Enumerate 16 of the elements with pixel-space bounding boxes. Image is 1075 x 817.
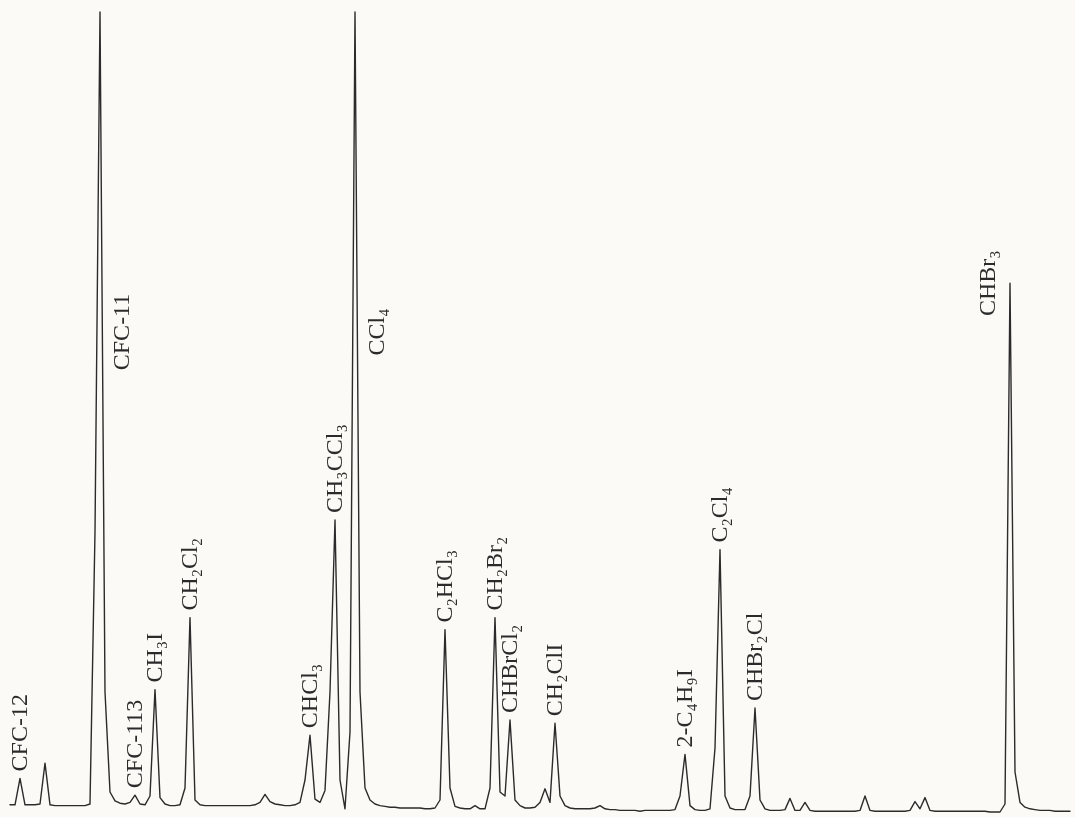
annotation: 2-C₄H₉I: [671, 669, 697, 748]
annotation: CHCl₃: [296, 663, 322, 729]
annotation: CH₂Cl₂: [176, 537, 202, 611]
annotation: C₂Cl₄: [706, 487, 732, 543]
annotation: CFC-12: [6, 694, 32, 772]
annotation: CFC-113: [121, 699, 147, 789]
annotation: CHBr₃: [974, 250, 1000, 317]
annotation: CHBr₂Cl: [741, 612, 767, 701]
annotation: CHBrCl₂: [496, 624, 522, 713]
annotation: C₂HCl₃: [431, 549, 457, 623]
annotation: CFC-11: [108, 293, 134, 371]
annotation: CH₃CCl₃: [321, 424, 347, 513]
annotation: CCl₄: [363, 308, 389, 356]
annotation: CH₂ClI: [541, 643, 567, 717]
annotation: CH₃I: [141, 632, 167, 683]
annotation: CH₂Br₂: [481, 536, 507, 611]
